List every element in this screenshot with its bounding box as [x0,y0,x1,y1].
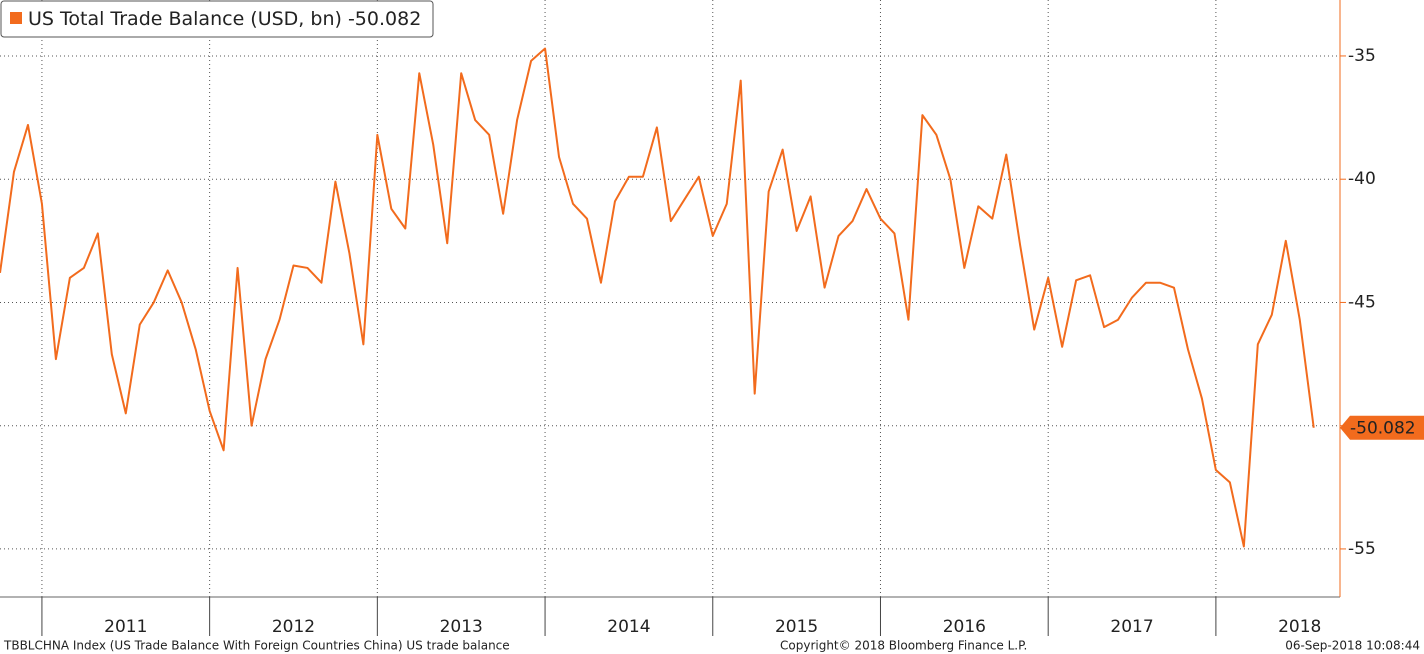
legend-swatch [10,12,22,24]
x-tick-label: 2018 [1278,617,1321,637]
legend-text: US Total Trade Balance (USD, bn) -50.082 [28,8,421,30]
footer-timestamp: 06-Sep-2018 10:08:44 [1285,639,1420,653]
y-tick-label: -45 [1348,292,1376,312]
footer-copyright: Copyright© 2018 Bloomberg Finance L.P. [780,639,1027,653]
plot [0,47,1315,548]
x-tick-label: 2012 [272,617,315,637]
y-tick-label: -35 [1348,46,1376,66]
x-tick-label: 2016 [943,617,986,637]
legend-box [0,0,434,38]
x-tick-label: 2017 [1110,617,1153,637]
x-tick-label: 2013 [440,617,483,637]
footer-source: TBBLCHNA Index (US Trade Balance With Fo… [3,639,510,653]
x-tick-label: 2015 [775,617,818,637]
last-value-label: -50.082 [1350,419,1416,439]
x-tick-label: 2011 [104,617,147,637]
y-tick-label: -55 [1348,539,1376,559]
x-tick-label: 2014 [607,617,650,637]
legend-series-name: US Total Trade Balance (USD, bn) [28,8,342,30]
legend-last-value: -50.082 [348,8,421,30]
series-line [0,47,1315,548]
grid [0,0,1340,597]
legend: US Total Trade Balance (USD, bn) -50.082 [0,0,434,38]
y-tick-label: -40 [1348,169,1376,189]
last-value-tag [1340,415,1424,440]
